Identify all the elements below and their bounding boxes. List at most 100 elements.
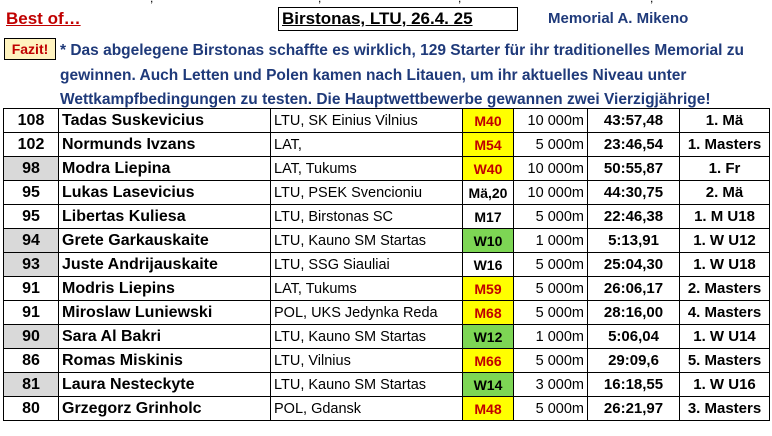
fazit-label: Fazit! xyxy=(4,38,56,60)
distance-cell: 5 000m xyxy=(513,252,588,277)
distance-cell: 10 000m xyxy=(513,156,588,181)
distance-km: 5 xyxy=(535,136,544,153)
time-cell: 43:57,48 xyxy=(587,108,680,133)
table-row: 98 Modra Liepina LAT, Tukums W40 10 000m 50:5… xyxy=(3,156,770,181)
points-cell: 91 xyxy=(3,300,59,325)
distance-km: 5 xyxy=(535,208,544,225)
distance-m: 000m xyxy=(547,232,584,249)
club-cell: LAT, Tukums xyxy=(270,276,463,301)
category-cell: W16 xyxy=(462,252,514,277)
club-cell: LTU, Kauno SM Startas xyxy=(270,372,463,397)
best-of-heading: Best of… xyxy=(6,9,81,28)
points-cell: 102 xyxy=(3,132,59,157)
club-cell: LTU, Vilnius xyxy=(270,348,463,373)
distance-m: 000m xyxy=(547,304,584,321)
clipped-text: , xyxy=(150,0,153,5)
clipped-text: , xyxy=(458,0,461,5)
athlete-name-cell: Juste Andrijauskaite xyxy=(58,252,271,277)
distance-m: 000m xyxy=(547,256,584,273)
memorial-name: Memorial A. Mikeno xyxy=(548,10,689,27)
table-row: 95 Lukas Lasevicius LTU, PSEK Svencioniu Mä… xyxy=(3,180,770,205)
points-cell: 80 xyxy=(3,396,59,421)
athlete-name-cell: Tadas Suskevicius xyxy=(58,108,271,133)
athlete-name-cell: Grzegorz Grinholc xyxy=(58,396,271,421)
distance-cell: 1 000m xyxy=(513,228,588,253)
time-cell: 44:30,75 xyxy=(587,180,680,205)
category-cell: M17 xyxy=(462,204,514,229)
table-row: 95 Libertas Kuliesa LTU, Birstonas SC M17 5 … xyxy=(3,204,770,229)
time-cell: 16:18,55 xyxy=(587,372,680,397)
distance-m: 000m xyxy=(547,184,584,201)
event-title: Birstonas, LTU, 26.4. 25 xyxy=(278,7,518,31)
distance-km: 1 xyxy=(535,328,544,345)
clipped-text: , xyxy=(650,0,653,5)
distance-m: 000m xyxy=(547,352,584,369)
athlete-name-cell: Lukas Lasevicius xyxy=(58,180,271,205)
distance-m: 000m xyxy=(547,160,584,177)
fazit-text: * Das abgelegene Birstonas schaffte es w… xyxy=(60,42,744,108)
distance-cell: 10 000m xyxy=(513,108,588,133)
placing-cell: 1. W U14 xyxy=(679,324,770,349)
placing-cell: 1. Mä xyxy=(679,108,770,133)
distance-cell: 5 000m xyxy=(513,300,588,325)
table-row: 81 Laura Nesteckyte LTU, Kauno SM Startas W… xyxy=(3,372,770,397)
distance-m: 000m xyxy=(547,112,584,129)
points-cell: 95 xyxy=(3,204,59,229)
placing-cell: 2. Masters xyxy=(679,276,770,301)
category-cell: W12 xyxy=(462,324,514,349)
table-row: 93 Juste Andrijauskaite LTU, SSG Siauliai W… xyxy=(3,252,770,277)
table-row: 91 Modris Liepins LAT, Tukums M59 5 000m 26:0… xyxy=(3,276,770,301)
athlete-name-cell: Laura Nesteckyte xyxy=(58,372,271,397)
distance-m: 000m xyxy=(547,208,584,225)
club-cell: POL, Gdansk xyxy=(270,396,463,421)
distance-km: 5 xyxy=(535,400,544,417)
distance-km: 10 xyxy=(527,160,544,177)
points-cell: 86 xyxy=(3,348,59,373)
athlete-name-cell: Normunds Ivzans xyxy=(58,132,271,157)
time-cell: 50:55,87 xyxy=(587,156,680,181)
distance-m: 000m xyxy=(547,376,584,393)
time-cell: 28:16,00 xyxy=(587,300,680,325)
athlete-name-cell: Modra Liepina xyxy=(58,156,271,181)
table-row: 86 Romas Miskinis LTU, Vilnius M66 5 000m 29:… xyxy=(3,348,770,373)
category-cell: W10 xyxy=(462,228,514,253)
category-cell: M54 xyxy=(462,132,514,157)
distance-m: 000m xyxy=(547,136,584,153)
table-row: 90 Sara Al Bakri LTU, Kauno SM Startas W12 1… xyxy=(3,324,770,349)
category-cell: W40 xyxy=(462,156,514,181)
category-cell: M48 xyxy=(462,396,514,421)
points-cell: 98 xyxy=(3,156,59,181)
distance-km: 10 xyxy=(527,184,544,201)
time-cell: 25:04,30 xyxy=(587,252,680,277)
time-cell: 5:13,91 xyxy=(587,228,680,253)
placing-cell: 1. W U18 xyxy=(679,252,770,277)
table-row: 108 Tadas Suskevicius LTU, SK Einius Vilni… xyxy=(3,108,770,133)
club-cell: LAT, Tukums xyxy=(270,156,463,181)
table-row: 94 Grete Garkauskaite LTU, Kauno SM Starta… xyxy=(3,228,770,253)
distance-cell: 5 000m xyxy=(513,276,588,301)
time-cell: 23:46,54 xyxy=(587,132,680,157)
club-cell: LAT, xyxy=(270,132,463,157)
points-cell: 108 xyxy=(3,108,59,133)
athlete-name-cell: Grete Garkauskaite xyxy=(58,228,271,253)
distance-cell: 5 000m xyxy=(513,204,588,229)
placing-cell: 2. Mä xyxy=(679,180,770,205)
athlete-name-cell: Romas Miskinis xyxy=(58,348,271,373)
time-cell: 5:06,04 xyxy=(587,324,680,349)
points-cell: 91 xyxy=(3,276,59,301)
distance-cell: 10 000m xyxy=(513,180,588,205)
time-cell: 29:09,6 xyxy=(587,348,680,373)
distance-m: 000m xyxy=(547,328,584,345)
results-table: 108 Tadas Suskevicius LTU, SK Einius Vilni… xyxy=(3,108,770,421)
distance-km: 5 xyxy=(535,304,544,321)
placing-cell: 1. W U16 xyxy=(679,372,770,397)
athlete-name-cell: Modris Liepins xyxy=(58,276,271,301)
distance-km: 3 xyxy=(535,376,544,393)
club-cell: LTU, Birstonas SC xyxy=(270,204,463,229)
distance-km: 10 xyxy=(527,112,544,129)
distance-m: 000m xyxy=(547,400,584,417)
club-cell: POL, UKS Jedynka Reda xyxy=(270,300,463,325)
placing-cell: 1. Fr xyxy=(679,156,770,181)
points-cell: 94 xyxy=(3,228,59,253)
club-cell: LTU, SSG Siauliai xyxy=(270,252,463,277)
